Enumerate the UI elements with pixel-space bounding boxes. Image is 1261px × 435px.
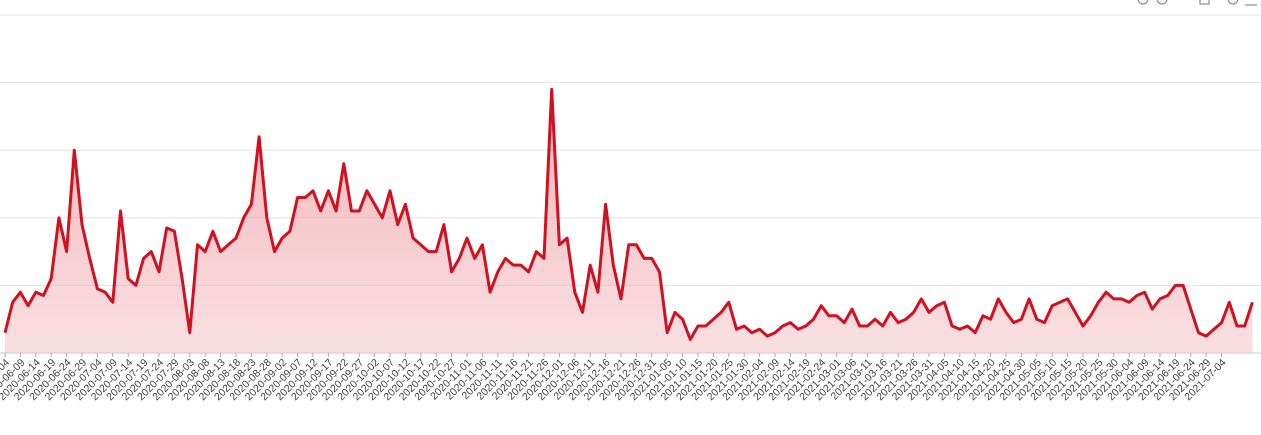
tool-icon[interactable] <box>1137 0 1149 5</box>
area-fill <box>5 89 1253 354</box>
tool-icon[interactable] <box>1199 0 1210 5</box>
tool-icon[interactable] <box>1156 0 1168 5</box>
line <box>3 87 1254 341</box>
toolbar <box>1137 0 1257 6</box>
tool-icon[interactable] <box>1227 0 1239 5</box>
